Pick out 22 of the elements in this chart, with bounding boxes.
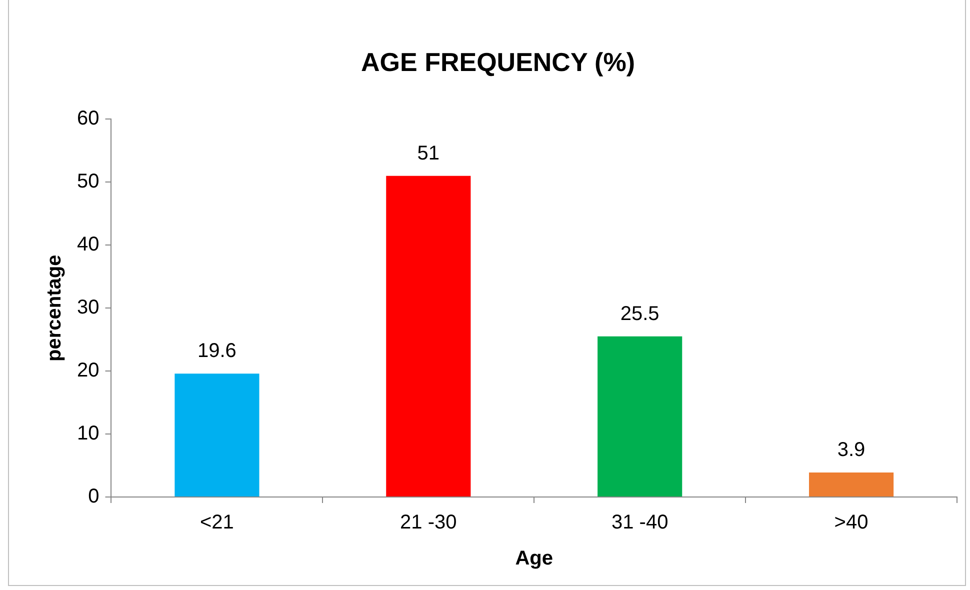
bar bbox=[174, 374, 260, 496]
y-tick-label: 40 bbox=[76, 234, 100, 256]
chart-title: AGE FREQUENCY (%) bbox=[361, 46, 635, 77]
bar bbox=[808, 472, 894, 496]
data-label: 51 bbox=[417, 142, 440, 164]
x-tick-label: 21 -30 bbox=[400, 512, 457, 534]
y-tick-label: 20 bbox=[76, 360, 100, 382]
bar bbox=[386, 176, 471, 496]
y-tick-label: 10 bbox=[76, 422, 100, 445]
y-tick-label: 50 bbox=[76, 170, 100, 193]
data-label: 25.5 bbox=[620, 302, 660, 325]
y-tick-label: 60 bbox=[76, 108, 100, 130]
y-tick-label: 30 bbox=[76, 296, 100, 319]
bar bbox=[598, 336, 682, 496]
y-axis-title: percentage bbox=[44, 254, 66, 362]
x-tick-label: 31 -40 bbox=[611, 512, 668, 534]
x-axis-title: Age bbox=[515, 548, 554, 570]
y-tick-label: 0 bbox=[88, 486, 100, 508]
data-label: 3.9 bbox=[837, 438, 866, 461]
x-tick-label: <21 bbox=[200, 512, 234, 534]
data-label: 19.6 bbox=[197, 340, 236, 362]
x-tick-label: >40 bbox=[834, 512, 868, 534]
